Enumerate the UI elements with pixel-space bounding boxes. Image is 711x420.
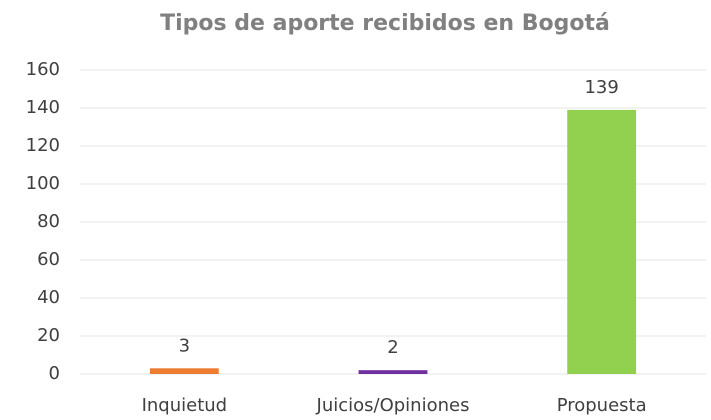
y-tick-label: 0 [49, 363, 60, 384]
chart-title: Tipos de aporte recibidos en Bogotá [160, 11, 610, 36]
x-tick-label: Juicios/Opiniones [316, 395, 470, 416]
y-tick-label: 60 [37, 249, 60, 270]
data-label: 3 [179, 335, 190, 356]
bar [358, 370, 428, 374]
y-tick-label: 140 [26, 97, 60, 118]
bar [567, 109, 637, 375]
data-label: 2 [387, 337, 398, 358]
x-tick-label: Propuesta [557, 395, 647, 416]
bar [149, 368, 219, 374]
y-tick-label: 80 [37, 211, 60, 232]
y-tick-label: 160 [26, 59, 60, 80]
y-tick-label: 40 [37, 287, 60, 308]
data-label: 139 [584, 77, 618, 98]
y-tick-label: 100 [26, 173, 60, 194]
y-tick-label: 120 [26, 135, 60, 156]
y-tick-label: 20 [37, 325, 60, 346]
x-tick-label: Inquietud [142, 395, 228, 416]
